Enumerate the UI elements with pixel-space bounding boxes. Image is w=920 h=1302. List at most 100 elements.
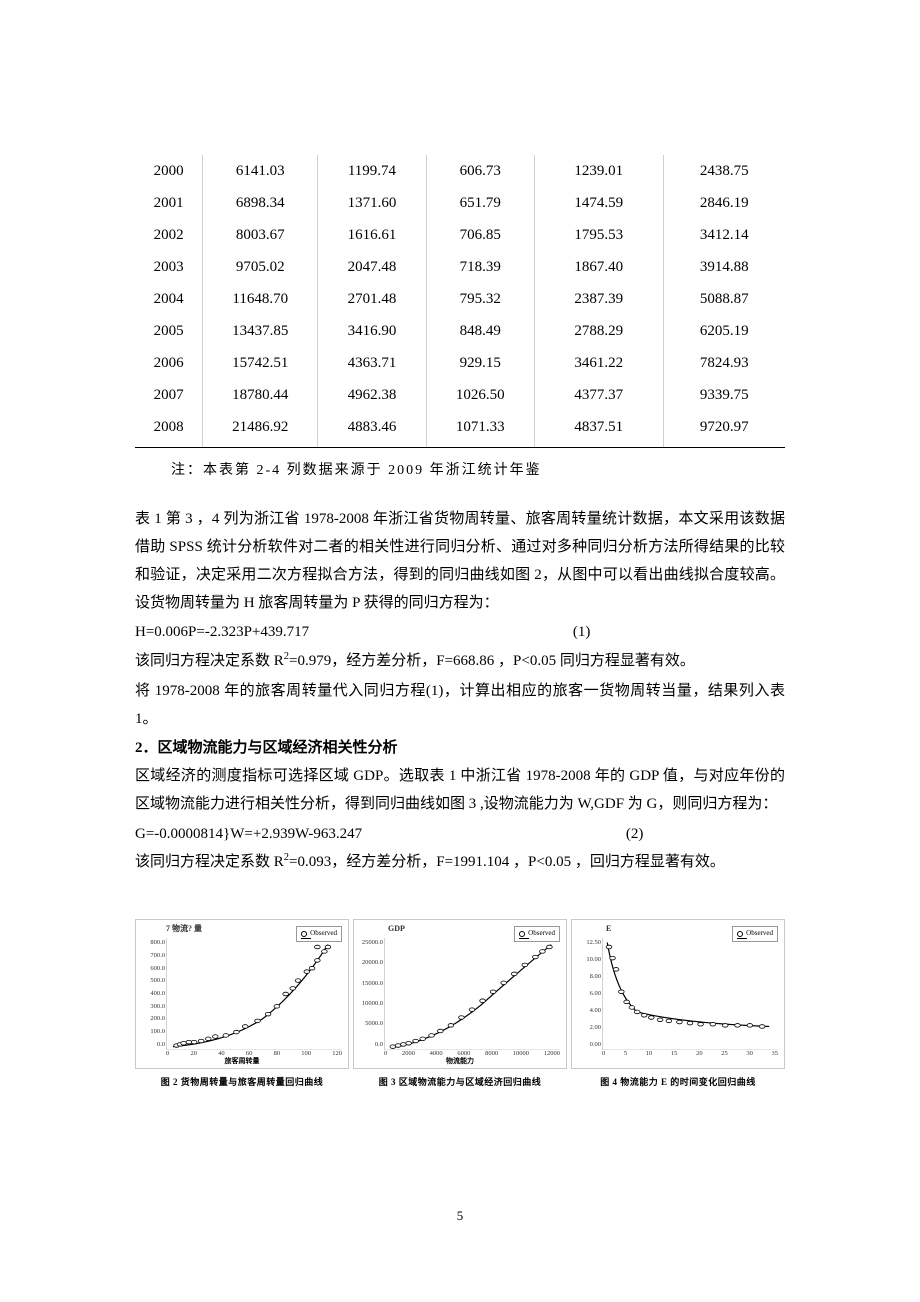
- equation-1: H=0.006P=-2.323P+439.717 (1): [135, 619, 785, 647]
- chart-4-box: E Observed 12.5010.008.006.004.002.000.0…: [571, 919, 785, 1069]
- table-cell: 1026.50: [426, 379, 534, 411]
- table-cell: 1795.53: [534, 219, 663, 251]
- table-cell: 3412.14: [663, 219, 785, 251]
- paragraph-3: 将 1978-2008 年的旅客周转量代入同归方程(1)，计算出相应的旅客一货物…: [135, 678, 785, 734]
- chart-4-ytitle: E: [606, 923, 611, 936]
- table-row: 20028003.671616.61706.851795.533412.14: [135, 219, 785, 251]
- table-cell: 4363.71: [318, 347, 426, 379]
- chart-3-box: GDP Observed 25000.020000.015000.010000.…: [353, 919, 567, 1069]
- eq1-num: (1): [573, 619, 591, 647]
- charts-row: 7 物流? 量 Observed 800.0700.0600.0500.0400…: [135, 919, 785, 1089]
- table-row: 200615742.514363.71929.153461.227824.93: [135, 347, 785, 379]
- table-cell: 4962.38: [318, 379, 426, 411]
- table-cell: 2002: [135, 219, 203, 251]
- table-cell: 2387.39: [534, 283, 663, 315]
- table-cell: 18780.44: [203, 379, 318, 411]
- chart-3-xlabel: 物流能力: [446, 1056, 474, 1067]
- chart-4-plot: [602, 938, 778, 1050]
- chart-3-plot: [384, 938, 560, 1050]
- chart-3-yaxis: 25000.020000.015000.010000.05000.00.0: [357, 938, 383, 1050]
- table-cell: 7824.93: [663, 347, 785, 379]
- chart-2-plot: [166, 938, 342, 1050]
- table-cell: 2004: [135, 283, 203, 315]
- table-cell: 3416.90: [318, 315, 426, 347]
- table-cell: 2003: [135, 251, 203, 283]
- table-cell: 1371.60: [318, 187, 426, 219]
- table-cell: 5088.87: [663, 283, 785, 315]
- table-cell: 1199.74: [318, 155, 426, 187]
- table-cell: 1867.40: [534, 251, 663, 283]
- eq2-num: (2): [626, 821, 644, 849]
- table-cell: 2846.19: [663, 187, 785, 219]
- table-cell: 3461.22: [534, 347, 663, 379]
- table-cell: 2007: [135, 379, 203, 411]
- equation-2: G=-0.0000814}W=+2.939W-963.247 (2): [135, 821, 785, 849]
- table-cell: 6141.03: [203, 155, 318, 187]
- table-cell: 3914.88: [663, 251, 785, 283]
- table-cell: 4377.37: [534, 379, 663, 411]
- table-cell: 929.15: [426, 347, 534, 379]
- table-cell: 1071.33: [426, 411, 534, 448]
- table-cell: 2001: [135, 187, 203, 219]
- table-cell: 2000: [135, 155, 203, 187]
- table-cell: 8003.67: [203, 219, 318, 251]
- chart-4-yaxis: 12.5010.008.006.004.002.000.00: [575, 938, 601, 1050]
- table-row: 20016898.341371.60651.791474.592846.19: [135, 187, 785, 219]
- table-cell: 1616.61: [318, 219, 426, 251]
- data-table: 20006141.031199.74606.731239.012438.7520…: [135, 155, 785, 448]
- table-cell: 4837.51: [534, 411, 663, 448]
- chart-3-ytitle: GDP: [388, 923, 405, 936]
- table-cell: 706.85: [426, 219, 534, 251]
- table-cell: 9339.75: [663, 379, 785, 411]
- table-body: 20006141.031199.74606.731239.012438.7520…: [135, 155, 785, 448]
- section-heading-2: 2．区域物流能力与区域经济相关性分析: [135, 735, 785, 763]
- table-cell: 606.73: [426, 155, 534, 187]
- table-cell: 6898.34: [203, 187, 318, 219]
- chart-3: GDP Observed 25000.020000.015000.010000.…: [353, 919, 567, 1089]
- legend-circle-icon: [519, 931, 525, 937]
- page-number: 5: [457, 1206, 464, 1227]
- table-row: 200411648.702701.48795.322387.395088.87: [135, 283, 785, 315]
- table-cell: 795.32: [426, 283, 534, 315]
- chart-2-yaxis: 800.0700.0600.0500.0400.0300.0200.0100.0…: [139, 938, 165, 1050]
- table-cell: 2008: [135, 411, 203, 448]
- chart-2-box: 7 物流? 量 Observed 800.0700.0600.0500.0400…: [135, 919, 349, 1069]
- table-row: 20039705.022047.48718.391867.403914.88: [135, 251, 785, 283]
- table-cell: 1239.01: [534, 155, 663, 187]
- paragraph-5: 该同归方程决定系数 R2=0.093，经方差分析，F=1991.104 ，P<0…: [135, 848, 785, 877]
- chart-2-xlabel: 旅客周转量: [225, 1056, 260, 1067]
- table-cell: 2047.48: [318, 251, 426, 283]
- legend-circle-icon: [301, 931, 307, 937]
- table-cell: 11648.70: [203, 283, 318, 315]
- legend-circle-icon: [737, 931, 743, 937]
- chart-3-caption: 图 3 区域物流能力与区域经济回归曲线: [353, 1075, 567, 1089]
- table-row: 200513437.853416.90848.492788.296205.19: [135, 315, 785, 347]
- table-cell: 2788.29: [534, 315, 663, 347]
- table-cell: 13437.85: [203, 315, 318, 347]
- table-cell: 848.49: [426, 315, 534, 347]
- paragraph-1: 表 1 第 3 ，4 列为浙江省 1978-2008 年浙江省货物周转量、旅客周…: [135, 506, 785, 617]
- table-note: 注：本表第 2-4 列数据来源于 2009 年浙江统计年鉴: [171, 460, 785, 482]
- table-cell: 718.39: [426, 251, 534, 283]
- paragraph-4: 区域经济的测度指标可选择区域 GDP。选取表 1 中浙江省 1978-2008 …: [135, 763, 785, 819]
- table-row: 200821486.924883.461071.334837.519720.97: [135, 411, 785, 448]
- table-cell: 1474.59: [534, 187, 663, 219]
- chart-2-caption: 图 2 货物周转量与旅客周转量回归曲线: [135, 1075, 349, 1089]
- chart-2: 7 物流? 量 Observed 800.0700.0600.0500.0400…: [135, 919, 349, 1089]
- table-cell: 4883.46: [318, 411, 426, 448]
- table-cell: 2701.48: [318, 283, 426, 315]
- table-cell: 651.79: [426, 187, 534, 219]
- table-cell: 9720.97: [663, 411, 785, 448]
- table-cell: 9705.02: [203, 251, 318, 283]
- eq2-lhs: G=-0.0000814}W=+2.939W-963.247: [135, 826, 362, 842]
- table-row: 20006141.031199.74606.731239.012438.75: [135, 155, 785, 187]
- eq1-lhs: H=0.006P=-2.323P+439.717: [135, 624, 309, 640]
- chart-4-caption: 图 4 物流能力 E 的时间变化回归曲线: [571, 1075, 785, 1089]
- chart-2-ytitle: 7 物流? 量: [166, 923, 202, 936]
- chart-4-xaxis: 05101520253035: [602, 1049, 778, 1059]
- table-cell: 21486.92: [203, 411, 318, 448]
- table-cell: 6205.19: [663, 315, 785, 347]
- chart-4: E Observed 12.5010.008.006.004.002.000.0…: [571, 919, 785, 1089]
- table-cell: 2006: [135, 347, 203, 379]
- table-cell: 2005: [135, 315, 203, 347]
